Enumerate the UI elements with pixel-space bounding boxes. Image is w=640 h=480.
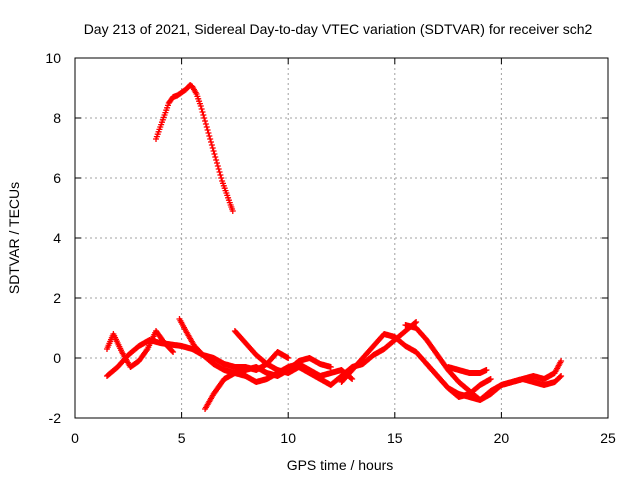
data-point (200, 112, 207, 118)
data-point (202, 118, 209, 124)
data-point (213, 157, 220, 163)
x-tick-label: 0 (71, 430, 79, 446)
x-tick-labels: 0 5 10 15 20 25 (71, 430, 616, 446)
data-point (202, 121, 209, 127)
series-9 (423, 361, 565, 403)
data-point (198, 106, 205, 112)
data-point (229, 208, 236, 214)
data-point (207, 136, 214, 142)
y-tick-label: 8 (53, 110, 61, 126)
data-point (169, 348, 176, 355)
data-point (214, 163, 221, 169)
data-point (285, 355, 292, 361)
data-points (103, 82, 565, 412)
data-point (210, 148, 217, 154)
y-tick-label: 4 (53, 230, 61, 246)
data-point (487, 376, 494, 382)
axis-ticks (74, 57, 609, 419)
chart-title: Day 213 of 2021, Sidereal Day-to-day VTE… (84, 21, 593, 37)
data-point (327, 364, 334, 370)
x-tick-label: 15 (387, 430, 403, 446)
data-point (557, 373, 564, 380)
y-tick-label: -2 (49, 410, 62, 426)
data-point (558, 358, 565, 364)
data-point (170, 349, 177, 355)
data-point (209, 145, 216, 151)
series-6 (231, 319, 420, 388)
data-point (208, 139, 215, 145)
series-10 (445, 364, 490, 376)
data-point (203, 124, 210, 130)
data-point (413, 319, 420, 325)
data-point (218, 175, 225, 181)
data-point (205, 130, 212, 136)
data-point (208, 142, 215, 148)
x-tick-label: 10 (280, 430, 296, 446)
x-tick-label: 5 (178, 430, 186, 446)
data-point (483, 367, 490, 373)
x-tick-label: 20 (494, 430, 510, 446)
y-tick-labels: -2 0 2 4 6 8 10 (45, 50, 61, 426)
data-point (217, 172, 224, 178)
x-axis-label: GPS time / hours (287, 457, 394, 473)
y-tick-label: 0 (53, 350, 61, 366)
data-point (215, 166, 222, 172)
y-tick-label: 10 (45, 50, 61, 66)
data-point (197, 103, 204, 109)
data-point (412, 319, 419, 326)
series-3 (103, 328, 177, 370)
data-point (206, 133, 213, 139)
data-point (349, 376, 356, 382)
series-1 (153, 82, 236, 214)
data-point (348, 375, 355, 382)
x-tick-label: 25 (600, 430, 616, 446)
y-tick-label: 2 (53, 290, 61, 306)
data-point (558, 373, 565, 379)
data-point (213, 160, 220, 166)
y-axis-label: SDTVAR / TECUs (6, 182, 22, 294)
data-point (199, 109, 206, 115)
data-point (201, 115, 208, 121)
data-point (204, 127, 211, 133)
data-point (212, 154, 219, 160)
y-tick-label: 6 (53, 170, 61, 186)
gridlines (75, 58, 608, 418)
data-point (211, 151, 218, 157)
data-point (216, 169, 223, 175)
